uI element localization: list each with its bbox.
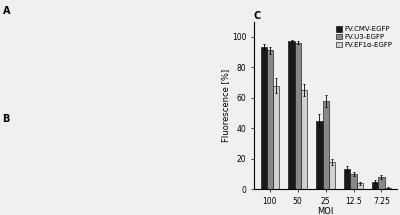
Bar bbox=[322, 101, 329, 189]
Bar bbox=[260, 48, 267, 189]
Bar bbox=[288, 41, 294, 189]
Text: C: C bbox=[254, 11, 261, 21]
Bar bbox=[384, 188, 391, 189]
Text: A: A bbox=[2, 6, 10, 17]
Y-axis label: Fluorescence [%]: Fluorescence [%] bbox=[222, 69, 230, 142]
X-axis label: MOI: MOI bbox=[318, 207, 334, 215]
Bar bbox=[301, 90, 307, 189]
Bar bbox=[378, 177, 384, 189]
Bar bbox=[294, 43, 301, 189]
Bar bbox=[273, 86, 279, 189]
Legend: FV.CMV-EGFP, FV.U3-EGFP, FV.EF1α-EGFP: FV.CMV-EGFP, FV.U3-EGFP, FV.EF1α-EGFP bbox=[335, 25, 394, 49]
Bar bbox=[357, 183, 363, 189]
Bar bbox=[329, 162, 335, 189]
Bar bbox=[316, 121, 322, 189]
Bar bbox=[267, 51, 273, 189]
Bar bbox=[344, 169, 350, 189]
Text: B: B bbox=[2, 114, 10, 124]
Bar bbox=[372, 182, 378, 189]
Bar bbox=[350, 174, 357, 189]
